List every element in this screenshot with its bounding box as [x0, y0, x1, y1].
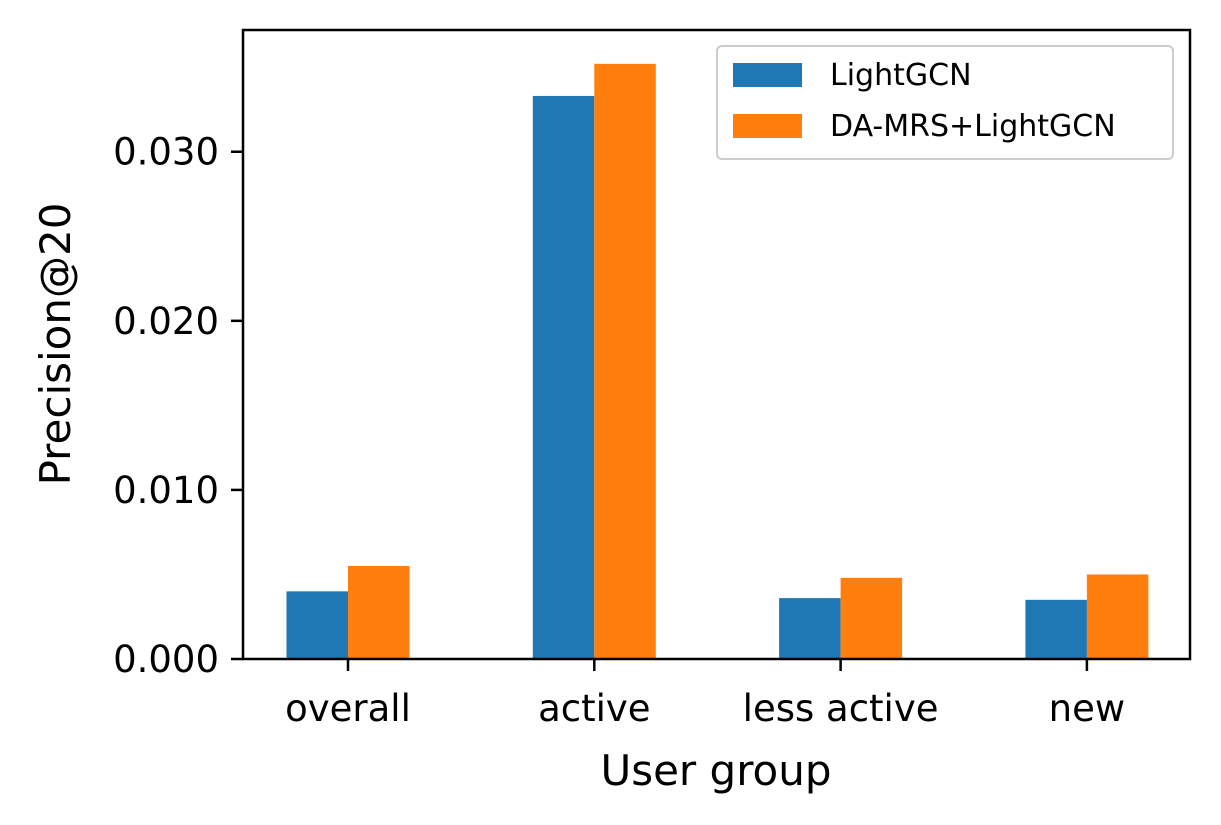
legend-box	[716, 45, 1174, 160]
y-axis: 0.000 0.010 0.020 0.030	[113, 131, 243, 681]
x-tick-label: overall	[285, 687, 411, 730]
legend: LightGCN DA-MRS+LightGCN	[716, 45, 1174, 160]
x-tick-label: new	[1049, 687, 1125, 730]
bar-lightgcn-overall	[286, 591, 348, 659]
x-axis-title: User group	[600, 746, 831, 795]
legend-label: LightGCN	[830, 58, 972, 93]
y-tick-label: 0.010	[113, 469, 219, 512]
bar-lightgcn-less-active	[779, 598, 841, 659]
bar-lightgcn-new	[1025, 599, 1087, 659]
y-tick-label: 0.020	[113, 300, 219, 343]
legend-label: DA-MRS+LightGCN	[830, 109, 1116, 144]
bar-da-mrs-lightgcn-overall	[348, 566, 410, 659]
bar-da-mrs-lightgcn-new	[1086, 574, 1149, 659]
legend-swatch	[733, 114, 802, 138]
bars-group	[286, 63, 1149, 660]
bar-da-mrs-lightgcn-less-active	[840, 577, 903, 659]
y-axis-title: Precision@20	[31, 203, 80, 486]
x-axis: overall active less active new	[285, 659, 1125, 730]
y-tick-label: 0.030	[113, 131, 219, 174]
x-tick-label: less active	[743, 687, 939, 730]
legend-swatch	[733, 63, 802, 87]
bar-da-mrs-lightgcn-active	[594, 63, 656, 660]
bar-lightgcn-active	[532, 95, 595, 660]
y-tick-label: 0.000	[113, 638, 219, 681]
plot-frame	[241, 28, 1192, 661]
x-tick-label: active	[538, 687, 650, 730]
